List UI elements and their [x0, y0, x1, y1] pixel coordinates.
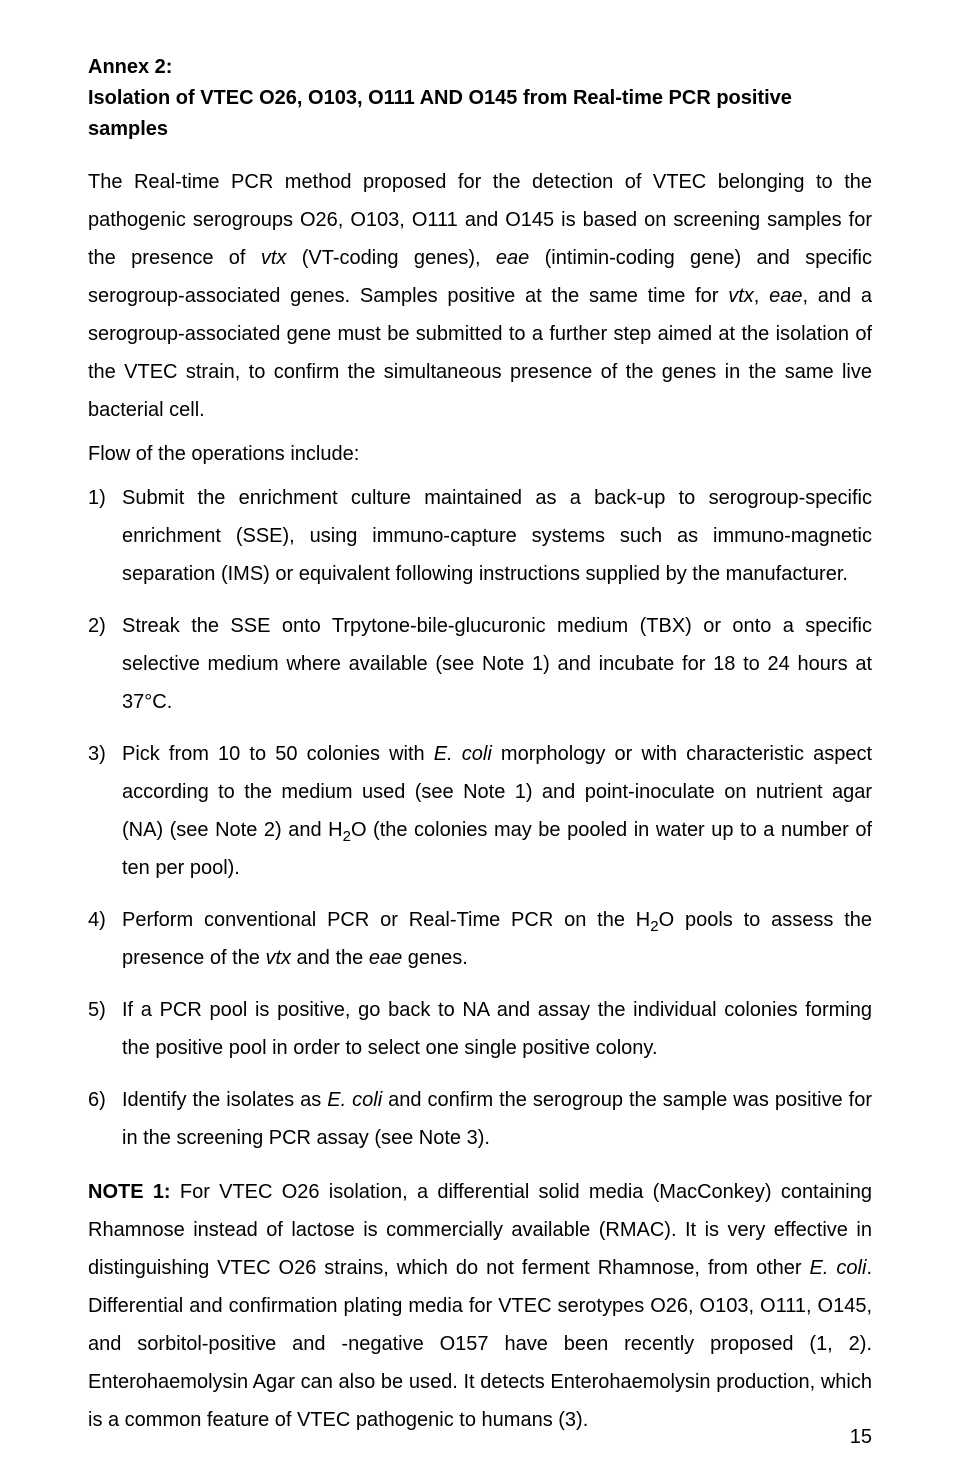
step-number: 3): [88, 735, 122, 773]
gene-vtx: vtx: [265, 947, 291, 969]
document-page: Annex 2: Isolation of VTEC O26, O103, O1…: [0, 0, 960, 1479]
intro-text: (VT-coding genes),: [286, 247, 496, 269]
document-heading: Isolation of VTEC O26, O103, O111 AND O1…: [88, 83, 872, 145]
step-number: 1): [88, 479, 122, 517]
gene-vtx: vtx: [728, 285, 754, 307]
step-text: Submit the enrichment culture maintained…: [122, 487, 872, 585]
note-1: NOTE 1: For VTEC O26 isolation, a differ…: [88, 1173, 872, 1439]
step-3: 3)Pick from 10 to 50 colonies with E. co…: [88, 735, 872, 887]
gene-vtx: vtx: [261, 247, 287, 269]
step-5: 5)If a PCR pool is positive, go back to …: [88, 991, 872, 1067]
step-number: 4): [88, 901, 122, 939]
step-2: 2)Streak the SSE onto Trpytone-bile-gluc…: [88, 607, 872, 721]
step-6: 6)Identify the isolates as E. coli and c…: [88, 1081, 872, 1157]
gene-eae: eae: [496, 247, 529, 269]
note-label: NOTE 1:: [88, 1181, 171, 1203]
subscript: 2: [343, 828, 351, 845]
steps-list: 1)Submit the enrichment culture maintain…: [88, 479, 872, 1157]
gene-eae: eae: [769, 285, 802, 307]
step-text: Perform conventional PCR or Real-Time PC…: [122, 909, 650, 931]
step-number: 5): [88, 991, 122, 1029]
title-block: Annex 2: Isolation of VTEC O26, O103, O1…: [88, 52, 872, 145]
species-ecoli: E. coli: [327, 1089, 382, 1111]
species-ecoli: E. coli: [810, 1257, 867, 1279]
step-text: If a PCR pool is positive, go back to NA…: [122, 999, 872, 1059]
step-1: 1)Submit the enrichment culture maintain…: [88, 479, 872, 593]
gene-eae: eae: [369, 947, 402, 969]
page-number: 15: [850, 1426, 872, 1449]
note-text: For VTEC O26 isolation, a differential s…: [88, 1181, 872, 1279]
intro-paragraph: The Real-time PCR method proposed for th…: [88, 163, 872, 429]
step-text: Identify the isolates as: [122, 1089, 327, 1111]
species-ecoli: E. coli: [434, 743, 492, 765]
step-number: 6): [88, 1081, 122, 1119]
annex-label: Annex 2:: [88, 52, 872, 83]
flow-label: Flow of the operations include:: [88, 435, 872, 473]
step-text: Pick from 10 to 50 colonies with: [122, 743, 434, 765]
step-4: 4)Perform conventional PCR or Real-Time …: [88, 901, 872, 977]
step-text: genes.: [402, 947, 468, 969]
step-text: Streak the SSE onto Trpytone-bile-glucur…: [122, 615, 872, 713]
step-number: 2): [88, 607, 122, 645]
note-text: . Differential and confirmation plating …: [88, 1257, 872, 1431]
subscript: 2: [650, 918, 658, 935]
step-text: and the: [291, 947, 369, 969]
intro-text: ,: [754, 285, 769, 307]
